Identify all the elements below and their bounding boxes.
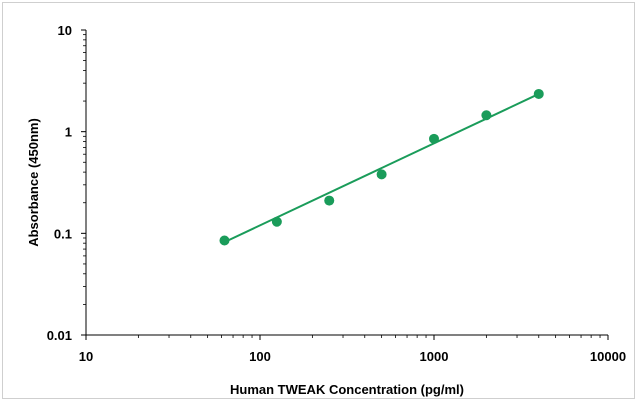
x-tick-label: 100	[249, 349, 271, 364]
ticks: 0.01 0.1 1 10 10 100 1000 10000	[47, 23, 626, 364]
data-point	[376, 169, 387, 180]
y-tick-label: 0.01	[47, 328, 72, 343]
y-tick-label: 1	[65, 125, 72, 140]
data-point	[219, 235, 230, 246]
data-point	[429, 133, 439, 144]
y-axis-label: Absorbance (450nm)	[26, 118, 41, 247]
data-point	[271, 216, 282, 227]
data-point	[324, 195, 335, 206]
x-axis-label: Human TWEAK Concentration (pg/ml)	[230, 382, 464, 397]
y-tick-label: 0.1	[54, 226, 72, 241]
data-points	[219, 88, 544, 246]
fit-line	[224, 93, 540, 244]
x-tick-label: 10	[79, 349, 93, 364]
axes	[85, 30, 608, 336]
fit-line-group	[224, 93, 540, 244]
data-point	[533, 88, 544, 99]
x-tick-label: 10000	[590, 349, 626, 364]
x-tick-label: 1000	[420, 349, 449, 364]
chart-frame	[2, 2, 635, 399]
y-tick-label: 10	[58, 23, 72, 38]
data-point	[481, 110, 492, 121]
